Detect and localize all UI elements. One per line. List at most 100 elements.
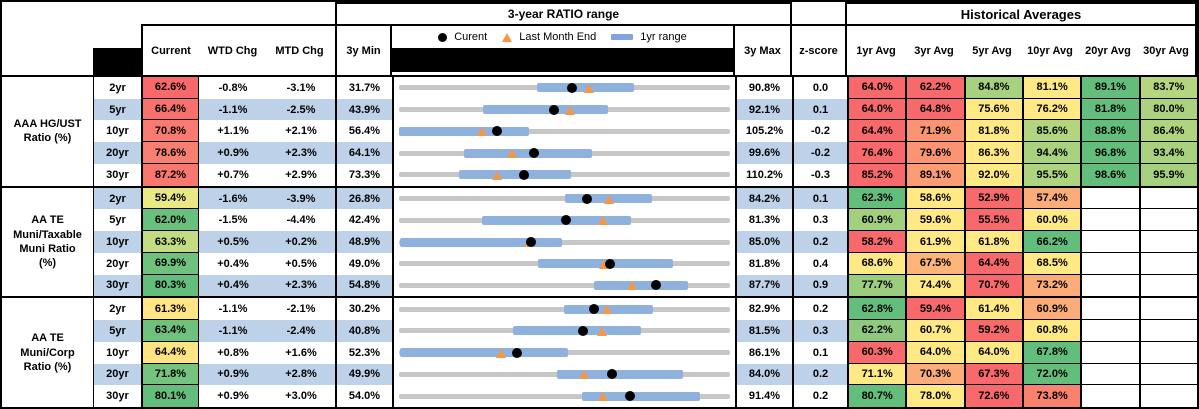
group-label-line: AA TE (31, 332, 64, 345)
last-month-end-marker (596, 326, 607, 336)
mtd-chg-cell: -2.5% (267, 98, 335, 121)
avg-cell: 96.8% (1080, 142, 1139, 164)
z-score-cell: 0.4 (792, 252, 847, 275)
avg-cell: 60.9% (847, 209, 906, 232)
avg-cell: 81.8% (963, 120, 1022, 143)
avg-cell: 62.2% (847, 320, 906, 342)
avg-cell: 76.4% (847, 142, 906, 164)
mtd-chg-cell: +2.1% (285, 125, 317, 138)
z-score-cell: 0.2 (792, 298, 847, 321)
z-score-cell: 0.0 (792, 77, 847, 99)
min-3y-cell: 43.9% (335, 98, 392, 121)
range-chart (392, 231, 735, 253)
z-score-cell: -0.3 (792, 163, 847, 186)
range-chart (392, 320, 735, 342)
row-group: AA TE Muni/Taxable Muni Ratio (%) 2yr 59.4% -1… (2, 185, 1197, 297)
current-marker (577, 325, 588, 336)
avg-cell (1138, 231, 1197, 253)
group-label: AA TE Muni/Corp Ratio (%) (2, 298, 93, 407)
max-3y-cell: 81.8% (735, 252, 792, 275)
z-score-cell: -0.2 (792, 142, 847, 164)
range-1yr-bar (399, 126, 530, 136)
avg-cell: 61.8% (963, 231, 1022, 253)
range-track (399, 393, 730, 399)
range-chart-header: Curent Last Month End 1yr range (390, 24, 735, 77)
current-marker (491, 126, 502, 137)
min-3y-cell: 40.8% (335, 320, 392, 342)
mtd-chg-cell: +0.2% (267, 231, 335, 253)
range-section-title: 3-year RATIO range (335, 2, 792, 26)
range-1yr-bar (464, 148, 592, 158)
range-1yr-bar (399, 348, 569, 358)
wtd-chg-cell: +0.9% (217, 390, 249, 403)
avg-cell: 60.9% (1021, 298, 1081, 321)
group-label-line: (%) (38, 257, 57, 270)
avg-cell (1080, 187, 1139, 210)
avg-cell: 61.9% (905, 231, 964, 253)
avg-cell (1138, 209, 1197, 232)
avg-cell: 60.3% (847, 341, 906, 364)
max-3y-cell: 82.9% (735, 298, 792, 321)
current-cell: 63.4% (141, 320, 199, 342)
current-marker (548, 104, 559, 115)
range-track (399, 282, 730, 288)
avg-cell: 95.5% (1021, 163, 1081, 186)
avg-cell: 79.6% (905, 142, 964, 164)
table-row: 5yr 66.4% -1.1% -2.5% 43.9% 92.1% 0.1 64.0% 64.8… (93, 98, 1197, 121)
max-3y-cell: 84.2% (735, 187, 792, 210)
avg-cell: 73.2% (1021, 274, 1081, 297)
last-month-end-marker (602, 305, 613, 315)
avg-cell: 86.4% (1138, 120, 1197, 143)
tenor-header-black-cell (93, 48, 141, 75)
last-month-end-marker (597, 392, 608, 402)
avg-cell: 71.9% (905, 120, 964, 143)
avg-cell (1080, 320, 1139, 342)
range-1yr-bar (399, 237, 563, 247)
avg-cell: 70.7% (963, 274, 1022, 297)
legend-current-label: Curent (454, 31, 488, 43)
avg-cell: 68.5% (1021, 252, 1081, 275)
avg-cell: 59.6% (905, 209, 964, 232)
avg-cell: 59.4% (905, 298, 964, 321)
avg-cell (1080, 363, 1139, 386)
group-label-line: Muni Ratio (19, 243, 76, 255)
tenor-cell: 2yr (93, 187, 141, 210)
min-3y-cell: 56.4% (335, 120, 392, 143)
max-3y-column-header: 3y Max (733, 24, 792, 77)
header-black-band (392, 48, 733, 72)
avg-cell (1138, 274, 1197, 297)
avg-cell (1138, 385, 1197, 407)
avg-cell: 67.5% (905, 252, 964, 275)
group-rows: 2yr 59.4% -1.6% -3.9% 26.8% 84.2% 0.1 62.3% 58.6… (93, 187, 1197, 297)
current-cell: 80.1% (141, 385, 199, 407)
max-3y-cell: 86.1% (735, 341, 792, 364)
z-score-cell: 0.3 (792, 209, 847, 232)
table-row: 10yr 63.3% +0.5% +0.2% 48.9% 85.0% 0.2 58.2% 61.… (93, 231, 1197, 253)
max-3y-cell: 110.2% (735, 163, 792, 186)
avg-cell: 67.8% (1021, 341, 1081, 364)
last-month-end-marker (565, 105, 576, 115)
avg-cell: 64.4% (847, 120, 906, 143)
mtd-chg-cell: +1.6% (285, 346, 317, 359)
avg-cell: 64.0% (847, 77, 906, 99)
avg-cell: 81.8% (1080, 98, 1139, 121)
current-cell: 70.8% (141, 120, 199, 143)
chart-legend: Curent Last Month End 1yr range (392, 26, 733, 48)
current-marker (518, 169, 529, 180)
avg-cell: 64.0% (905, 341, 964, 364)
max-3y-cell: 92.1% (735, 98, 792, 121)
historical-section-title: Historical Averages (845, 2, 1197, 26)
z-score-cell: 0.1 (792, 98, 847, 121)
min-3y-cell: 31.7% (335, 77, 392, 99)
avg-cell: 57.4% (1021, 187, 1081, 210)
avg-cell: 72.0% (1021, 363, 1081, 386)
table-row: 5yr 62.0% -1.5% -4.4% 42.4% 81.3% 0.3 60.9% 59.6… (93, 209, 1197, 232)
wtd-chg-cell: -1.1% (218, 303, 248, 316)
range-chart (392, 98, 735, 121)
tenor-cell: 10yr (93, 231, 141, 253)
mtd-chg-cell: +0.5% (285, 257, 317, 270)
avg-cell (1080, 298, 1139, 321)
range-chart (392, 142, 735, 164)
table-row: 20yr 78.6% +0.9% +2.3% 64.1% 99.6% -0.2 76.4% 79… (93, 142, 1197, 164)
avg-1yr-column-header: 1yr Avg (856, 44, 896, 57)
